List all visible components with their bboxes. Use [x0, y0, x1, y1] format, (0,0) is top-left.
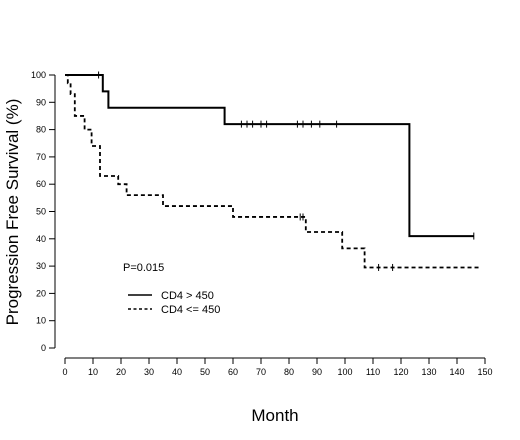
y-axis-title: Progression Free Survival (%) — [3, 99, 22, 326]
x-tick-label: 120 — [393, 367, 408, 377]
y-tick-label: 20 — [36, 288, 46, 298]
y-tick-label: 0 — [41, 343, 46, 353]
y-tick-label: 80 — [36, 125, 46, 135]
x-tick-label: 100 — [337, 367, 352, 377]
y-tick-label: 10 — [36, 316, 46, 326]
y-tick-label: 70 — [36, 152, 46, 162]
x-tick-label: 80 — [284, 367, 294, 377]
x-tick-label: 150 — [477, 367, 492, 377]
axes: 0 10 20 30 40 50 60 70 80 90 100 110 120 130 140 150 0 10… — [31, 70, 493, 377]
legend: CD4 > 450 CD4 <= 450 — [128, 290, 220, 316]
x-tick-label: 70 — [256, 367, 266, 377]
x-tick-label: 130 — [421, 367, 436, 377]
y-tick-label: 50 — [36, 207, 46, 217]
x-tick-label: 90 — [312, 367, 322, 377]
x-tick-label: 30 — [144, 367, 154, 377]
y-tick-label: 40 — [36, 234, 46, 244]
series-group — [65, 71, 480, 271]
p-value-annotation: P=0.015 — [123, 262, 164, 274]
x-tick-label: 140 — [449, 367, 464, 377]
y-tick-label: 90 — [36, 97, 46, 107]
x-tick-label: 20 — [116, 367, 126, 377]
y-tick-label: 60 — [36, 179, 46, 189]
x-tick-label: 10 — [88, 367, 98, 377]
legend-label-1: CD4 > 450 — [161, 290, 214, 302]
legend-label-2: CD4 <= 450 — [161, 304, 220, 316]
y-tick-label: 100 — [31, 70, 46, 80]
x-tick-label: 110 — [366, 367, 380, 377]
x-tick-label: 60 — [228, 367, 238, 377]
x-tick-label: 40 — [172, 367, 182, 377]
series-2-line — [65, 74, 480, 269]
y-tick-label: 30 — [36, 261, 46, 271]
x-tick-label: 0 — [62, 367, 67, 377]
x-tick-label: 50 — [200, 367, 210, 377]
series-1-line — [65, 74, 474, 238]
x-axis-title: Month — [251, 406, 298, 425]
